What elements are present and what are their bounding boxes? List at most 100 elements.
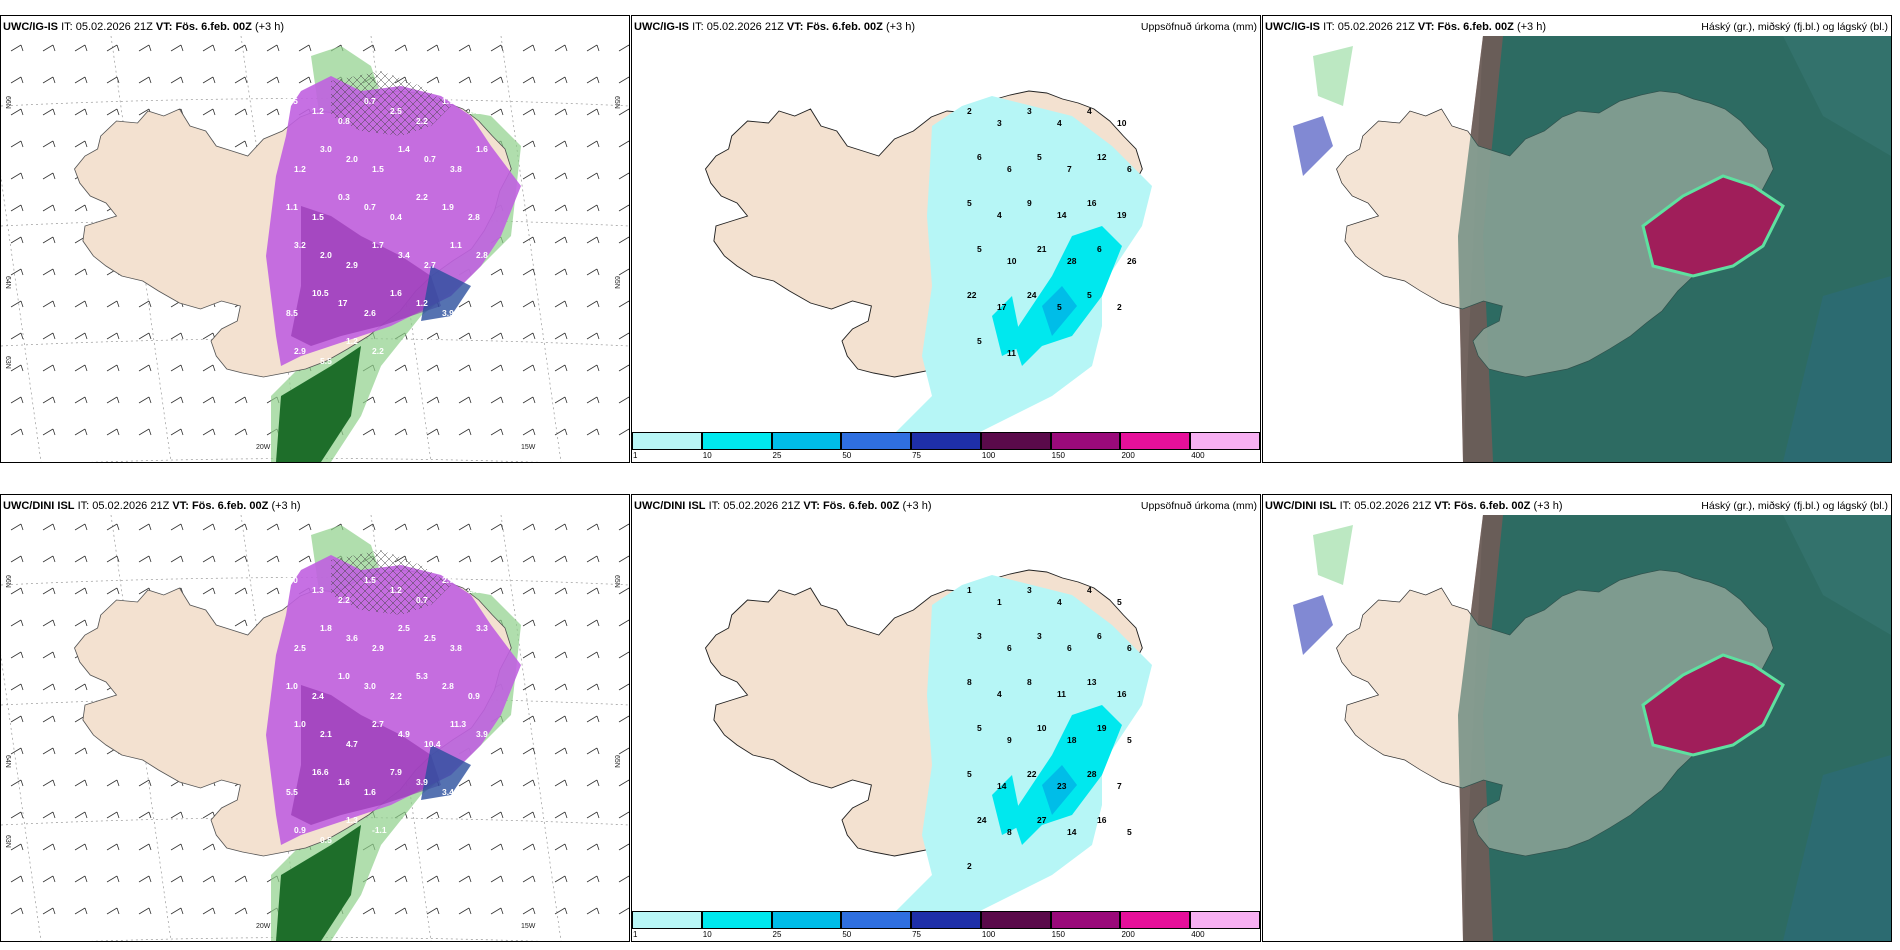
cloud-cover-map — [1263, 36, 1891, 462]
map-value-label: 1.5 — [312, 212, 324, 222]
snowfall-heavy-area — [291, 206, 441, 346]
wind-barb — [202, 875, 216, 883]
map-value-label: 1.1 — [468, 106, 480, 116]
map-value-label: 6 — [1007, 643, 1012, 653]
map-value-label: 1.2 — [390, 585, 402, 595]
wind-barb — [554, 268, 568, 276]
wind-barb — [138, 523, 152, 531]
wind-barb — [138, 843, 152, 851]
map-value-label: 5 — [1127, 827, 1132, 837]
accumulated-precip-map — [704, 90, 1152, 446]
wind-barb — [554, 523, 568, 531]
wind-barb — [618, 44, 629, 52]
precip-legend: 1 10 25 50 75 100 150 200 400 — [632, 911, 1260, 941]
low-cloud-patch — [1313, 46, 1353, 106]
wind-barb — [266, 44, 280, 52]
wind-barb — [554, 236, 568, 244]
map-value-label: 1.0 — [338, 671, 350, 681]
wind-barb — [586, 779, 600, 787]
legend-tick-label: 150 — [1051, 930, 1066, 939]
panel-title: UWC/DINI ISL IT: 05.02.2026 21Z VT: Fös.… — [3, 500, 300, 512]
wind-barb — [490, 76, 504, 84]
wind-barb — [234, 523, 248, 531]
wind-barb — [138, 875, 152, 883]
map-panel: 1.0 1.3 2.2 1.5 1.2 0.7 2.7 2.5 2.5 1.8 3.6 2.9 2.5 2… — [0, 494, 630, 942]
model-name: UWC/IG-IS — [1265, 21, 1320, 33]
wind-barb — [554, 715, 568, 723]
map-value-label: 2.1 — [320, 729, 332, 739]
cloud-edge — [1641, 653, 1785, 757]
wind-barb — [234, 396, 248, 404]
map-value-label: 7.9 — [390, 767, 402, 777]
legend-tick-label: 150 — [1051, 451, 1066, 460]
wind-barb — [106, 555, 120, 563]
wind-barb — [74, 619, 88, 627]
wind-barb — [426, 843, 440, 851]
wind-barb — [170, 428, 184, 436]
panel-right-title: Uppsöfnuð úrkoma (mm) — [1140, 500, 1257, 512]
wind-barb — [10, 332, 24, 340]
map-value-label: 1.6 — [476, 144, 488, 154]
meridian-line — [1, 654, 42, 941]
map-value-label: 3 — [1037, 631, 1042, 641]
map-value-label: 23 — [1057, 781, 1067, 791]
wind-barb — [586, 268, 600, 276]
map-value-label: 5 — [1127, 735, 1132, 745]
wind-barb — [554, 76, 568, 84]
wind-barb — [234, 140, 248, 148]
rain-heavy-area — [421, 266, 471, 321]
wind-barb — [458, 428, 472, 436]
wind-barb — [202, 396, 216, 404]
map-value-label: 16 — [1087, 198, 1097, 208]
wind-barb — [10, 907, 24, 915]
wind-barb — [586, 140, 600, 148]
map-value-label: 10.5 — [312, 288, 329, 298]
wind-barb — [522, 44, 536, 52]
map-value-label: 7 — [1067, 164, 1072, 174]
wind-barb — [618, 779, 629, 787]
map-value-label: 1.0 — [294, 719, 306, 729]
wind-barb — [170, 843, 184, 851]
map-value-label: -1.1 — [372, 825, 387, 835]
wind-barb — [586, 332, 600, 340]
wind-barb — [10, 619, 24, 627]
wind-barb — [426, 428, 440, 436]
wind-barb — [202, 907, 216, 915]
wind-barb — [490, 364, 504, 372]
vt-value: Fös. 6.feb. 00Z — [175, 21, 252, 33]
wind-barb — [618, 204, 629, 212]
wind-barb — [522, 268, 536, 276]
it-label: IT: — [692, 21, 704, 33]
meridian-line — [500, 36, 562, 462]
wind-barb — [490, 907, 504, 915]
map-value-label: 10 — [1117, 118, 1127, 128]
wind-barb — [554, 587, 568, 595]
map-value-label: 4.7 — [346, 739, 358, 749]
map-value-label: 5 — [1057, 302, 1062, 312]
wind-barb — [554, 332, 568, 340]
wind-barb — [522, 364, 536, 372]
map-value-label: 3.6 — [346, 633, 358, 643]
latitude-label: 64N — [4, 755, 11, 768]
map-value-label: 14 — [997, 781, 1007, 791]
wind-barb — [42, 396, 56, 404]
wind-barb — [298, 523, 312, 531]
lead-time: (+3 h) — [885, 21, 915, 33]
wind-barb — [554, 907, 568, 915]
wind-barb — [426, 875, 440, 883]
legend-swatch — [980, 432, 1051, 450]
map-value-label: 5 — [977, 336, 982, 346]
legend-tick-label: 50 — [842, 930, 852, 939]
map-value-label: 1.3 — [346, 815, 358, 825]
wind-barb — [394, 843, 408, 851]
wind-barb — [554, 875, 568, 883]
wind-barb — [618, 396, 629, 404]
wind-barb — [42, 268, 56, 276]
legend-tick-label: 50 — [842, 451, 852, 460]
wind-barb — [42, 140, 56, 148]
map-value-label: 5 — [1087, 290, 1092, 300]
wind-barb — [618, 907, 629, 915]
wind-barb — [138, 779, 152, 787]
map-value-label: 0.3 — [338, 192, 350, 202]
map-value-label: 1.8 — [320, 623, 332, 633]
